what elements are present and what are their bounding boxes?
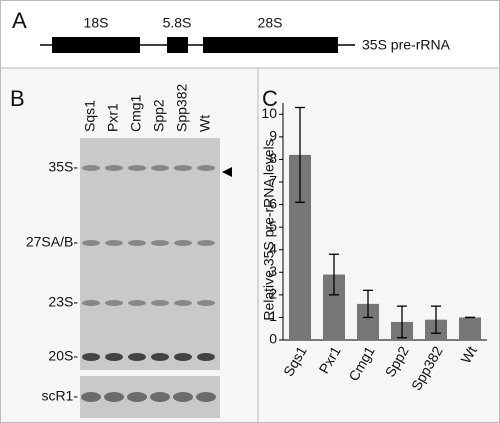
y-axis-label: Relative 35S pre-rRNA levels [261, 139, 277, 320]
panel-label: B [10, 86, 25, 111]
y-tick-label: 8 [269, 150, 277, 166]
error-bar [329, 253, 339, 296]
error-bar [397, 305, 407, 339]
gel-band [174, 353, 192, 361]
gel-band [104, 392, 124, 402]
panel-label: C [262, 86, 278, 111]
lane-label: Pxr1 [105, 103, 121, 132]
gel-band [197, 165, 215, 171]
band-label: 27SA/B- [26, 234, 78, 250]
bar [323, 274, 345, 340]
caption: 35S pre-rRNA [362, 37, 451, 53]
band-label: scR1- [41, 388, 78, 404]
lane-label: Spp382 [174, 84, 190, 132]
segment-label: 28S [258, 15, 283, 31]
gel-band [105, 165, 123, 171]
segment [203, 37, 338, 53]
bar [357, 303, 379, 340]
lane-label: Wt [197, 115, 213, 132]
y-tick-label: 6 [269, 195, 277, 211]
gel-band [128, 353, 146, 361]
y-tick-label: 7 [269, 173, 277, 189]
error-bar [363, 289, 373, 319]
x-tick-label: Wt [457, 343, 479, 366]
segment-label: 5.8S [163, 15, 192, 31]
gel-band [128, 300, 146, 306]
gel-band [151, 240, 169, 246]
gel-band [174, 240, 192, 246]
y-tick-label: 3 [269, 263, 277, 279]
bar [459, 317, 481, 340]
lane-label: Cmg1 [128, 94, 144, 132]
gel-band [197, 353, 215, 361]
gel-band [82, 300, 100, 306]
gel-band [197, 300, 215, 306]
band-label: 23S- [48, 294, 78, 310]
gel-band [174, 300, 192, 306]
gel-band [150, 392, 170, 402]
gel-band [82, 240, 100, 246]
gel-band [196, 392, 216, 402]
y-tick-label: 4 [269, 240, 277, 256]
segment [52, 37, 140, 53]
lane-label: Sqs1 [82, 100, 98, 132]
gel-band [105, 353, 123, 361]
error-bar [295, 106, 305, 203]
gel-band [151, 353, 169, 361]
gel-band [174, 165, 192, 171]
y-tick-label: 10 [261, 105, 277, 121]
gel-band [105, 240, 123, 246]
panel-label: A [12, 8, 27, 33]
lane-label: Spp2 [151, 99, 167, 132]
gel-band [82, 353, 100, 361]
error-bar [431, 305, 441, 334]
gel-band [81, 392, 101, 402]
gel-band [197, 240, 215, 246]
segment [167, 37, 188, 53]
band-label: 20S- [48, 348, 78, 364]
y-tick-label: 9 [269, 128, 277, 144]
gel-band [151, 300, 169, 306]
y-tick-label: 0 [269, 331, 277, 347]
gel-band [128, 165, 146, 171]
band-label: 35S- [48, 159, 78, 175]
y-tick-label: 2 [269, 286, 277, 302]
gel-band [151, 165, 169, 171]
gel-band [105, 300, 123, 306]
gel-band [173, 392, 193, 402]
gel-band [82, 165, 100, 171]
gel-band [128, 240, 146, 246]
gel-band [127, 392, 147, 402]
y-tick-label: 1 [269, 308, 277, 324]
bar [289, 154, 311, 340]
gel [80, 138, 220, 370]
arrowhead [222, 167, 232, 177]
y-tick-label: 5 [269, 218, 277, 234]
segment-label: 18S [84, 15, 109, 31]
